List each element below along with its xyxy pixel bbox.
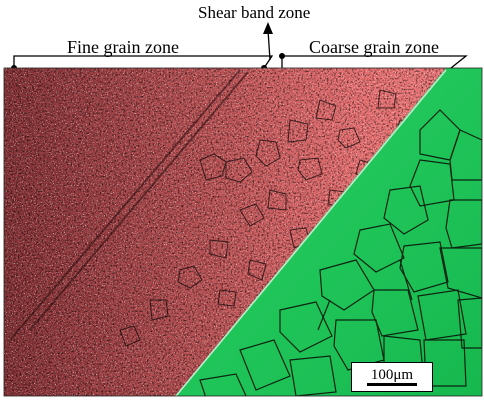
- shear-band-zone-label: Shear band zone: [198, 3, 311, 22]
- arrow-head-icon: [263, 22, 273, 34]
- image-frame: [3, 67, 483, 397]
- shear-band-streaks: [9, 69, 249, 341]
- phase-boundary: [175, 69, 447, 397]
- zone-brackets: [13, 29, 468, 73]
- fine-grain-zone-label: Fine grain zone: [67, 37, 179, 57]
- scale-bar-label: 100μm: [370, 367, 414, 383]
- scale-bar: [367, 383, 417, 386]
- scale-bar-box: 100μm: [351, 362, 433, 392]
- coarse-grain-zone-label: Coarse grain zone: [309, 37, 439, 57]
